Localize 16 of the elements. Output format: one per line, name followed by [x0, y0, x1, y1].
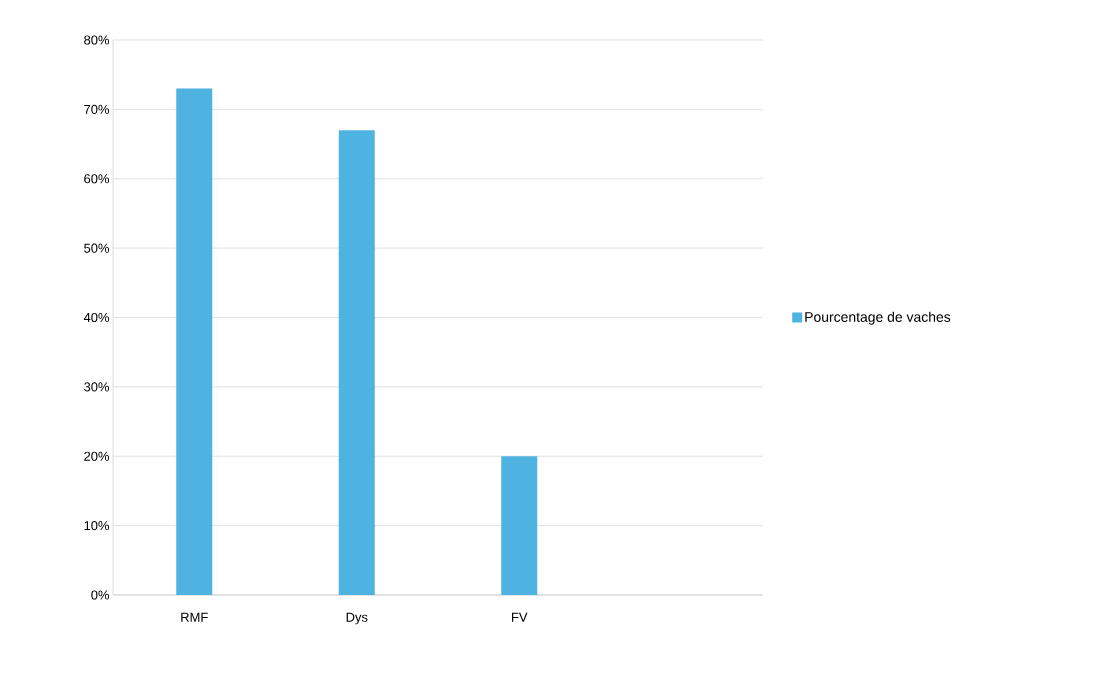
x-tick-label: RMF	[181, 612, 208, 622]
y-tick-label: 60%	[84, 174, 110, 184]
y-tick-label: 10%	[84, 521, 110, 531]
bar	[501, 456, 538, 595]
y-tick-label: 30%	[84, 382, 110, 392]
bar	[338, 130, 375, 595]
bar	[176, 88, 213, 595]
y-tick-label: 50%	[84, 243, 110, 253]
y-tick-label: 70%	[84, 104, 110, 114]
legend-label: Pourcentage de vaches	[805, 311, 951, 325]
y-tick-label: 80%	[84, 35, 110, 45]
y-tick-label: 40%	[83, 312, 110, 323]
y-tick-label: 0%	[91, 590, 110, 600]
y-tick-label: 20%	[84, 451, 110, 461]
x-tick-label: FV	[512, 612, 528, 622]
x-tick-label: Dys	[346, 612, 368, 625]
